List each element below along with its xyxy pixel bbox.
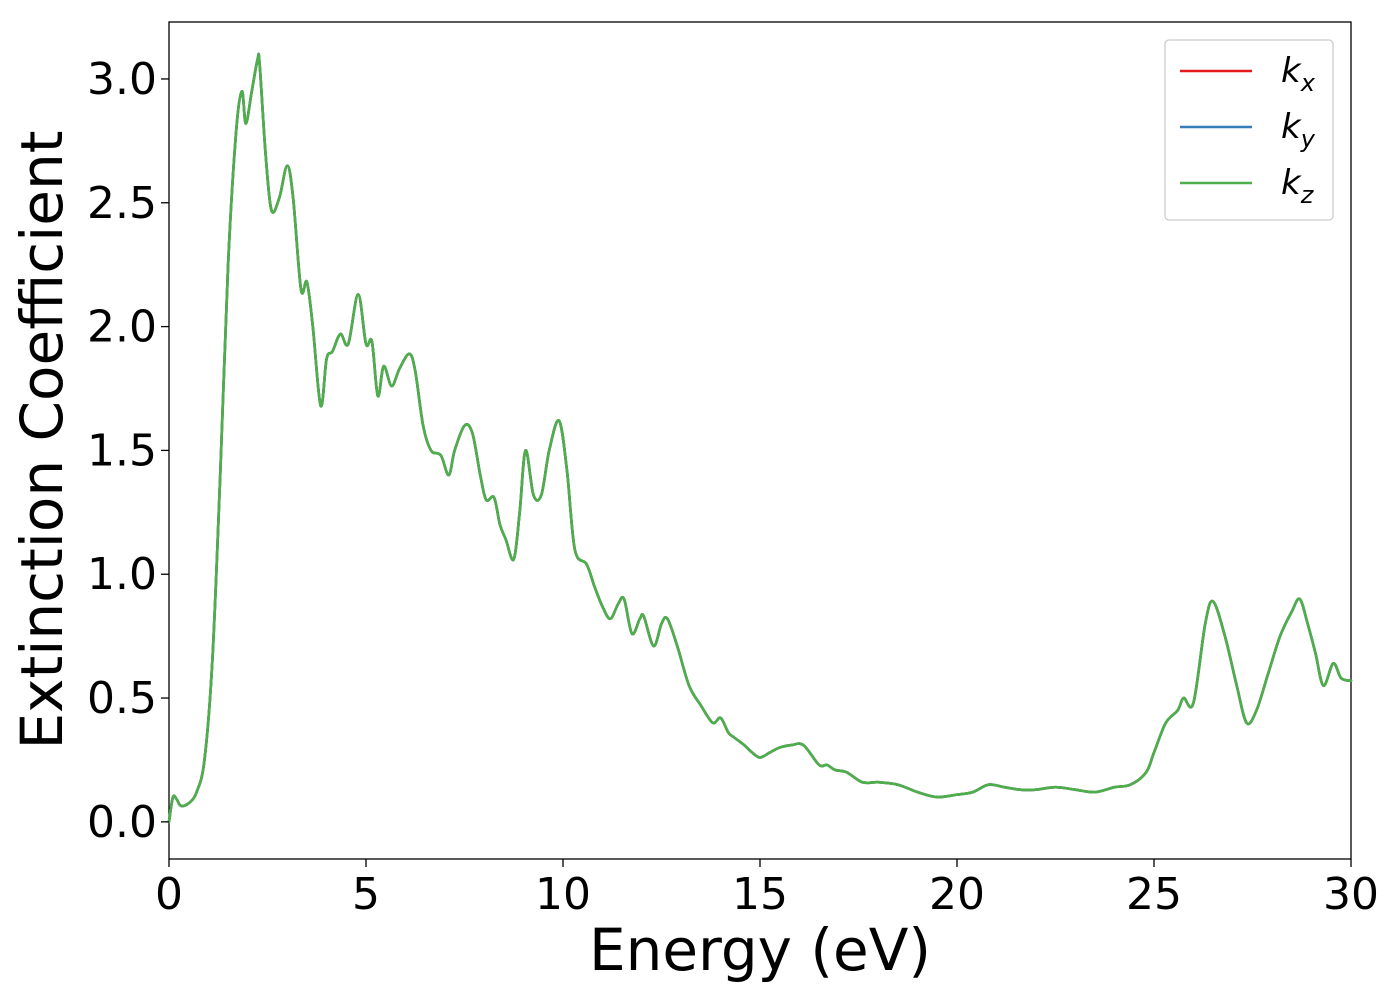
legend-label-base: k [1281,163,1302,203]
x-tick-label: 5 [352,869,380,920]
y-tick-label: 0.5 [87,673,157,724]
x-tick-label: 25 [1126,869,1182,920]
x-tick-label: 20 [929,869,985,920]
x-tick-label: 0 [155,869,183,920]
legend-label-y: ky [1281,107,1316,153]
y-axis-label: Extinction Coefficient [8,131,76,750]
y-tick-label: 1.0 [87,549,157,600]
x-axis-label: Energy (eV) [589,916,931,984]
x-tick-label: 30 [1323,869,1379,920]
legend-label-subscript: z [1300,181,1315,209]
y-tick-label: 1.5 [87,425,157,476]
legend-label-z: kz [1281,163,1315,209]
y-tick-label: 0.0 [87,797,157,848]
series-line-z [167,52,1353,824]
legend-label-x: kx [1281,51,1316,97]
x-tick-label: 10 [535,869,591,920]
legend-label-base: k [1281,107,1302,147]
y-axis-ticks: 0.0 0.5 1.0 1.5 2.0 2.5 3.0 [87,54,169,848]
x-tick-label: 15 [732,869,788,920]
y-tick-label: 2.0 [87,302,157,353]
legend-label-subscript: y [1300,125,1316,153]
legend-label-subscript: x [1300,69,1316,97]
legend-box [1164,39,1334,221]
y-tick-label: 3.0 [87,54,157,105]
x-axis-ticks: 0 5 10 15 20 25 30 [155,859,1379,920]
y-tick-label: 2.5 [87,178,157,229]
legend-label-base: k [1281,51,1302,91]
series-layer [167,52,1353,824]
